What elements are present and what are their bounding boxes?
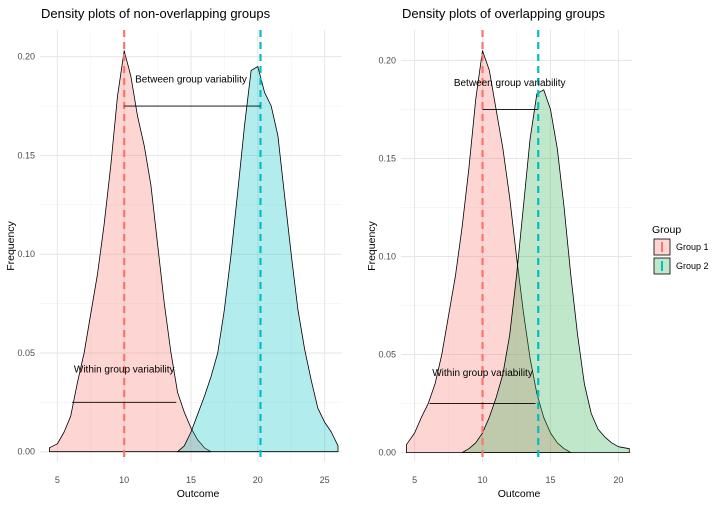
panel-non-overlapping: Density plots of non-overlapping groups … [5, 6, 342, 500]
y-tick-label: 0.20 [17, 52, 35, 62]
y-tick-label: 0.05 [17, 348, 35, 358]
y-axis-label: Frequency [5, 220, 17, 270]
density-area [177, 66, 339, 453]
x-tick-label: 25 [320, 475, 330, 485]
x-axis-label: Outcome [177, 488, 220, 500]
x-tick-label: 15 [545, 475, 555, 485]
y-tick-label: 0.20 [378, 55, 396, 65]
y-tick-label: 0.10 [378, 251, 396, 261]
x-tick-label: 5 [55, 475, 60, 485]
legend-item: Group 2 [653, 257, 709, 275]
annotation: Between group variability [454, 78, 566, 89]
y-tick-label: 0.15 [378, 153, 396, 163]
legend-item: Group 1 [653, 238, 709, 256]
x-tick-label: 20 [253, 475, 263, 485]
legend-label: Group 1 [676, 242, 709, 252]
plot-area: 5 10 15 20 0.00 0.05 0.10 0.15 0.20 Between group… [378, 30, 632, 485]
legend-items: Group 1 Group 2 [653, 238, 709, 275]
density-area [461, 89, 630, 453]
y-tick-label: 0.05 [378, 350, 396, 360]
annotation: Between group variability [135, 74, 247, 85]
x-tick-label: 15 [186, 475, 196, 485]
x-tick-label: 5 [412, 475, 417, 485]
legend-title: Group [652, 224, 681, 236]
legend: Group Group 1 Group 2 [652, 224, 709, 275]
chart-title: Density plots of non-overlapping groups [41, 6, 271, 21]
x-tick-label: 10 [478, 475, 488, 485]
panel-overlapping: Density plots of overlapping groups Outc… [366, 6, 632, 500]
y-tick-label: 0.00 [17, 447, 35, 457]
y-tick-label: 0.15 [17, 150, 35, 160]
x-tick-label: 20 [613, 475, 623, 485]
density-area [406, 50, 572, 453]
y-tick-label: 0.00 [378, 448, 396, 458]
x-axis-label: Outcome [498, 488, 541, 500]
y-axis-label: Frequency [366, 220, 378, 270]
plot-area: 5 10 15 20 25 0.00 0.05 0.10 0.15 0.20 Between gro… [17, 30, 342, 485]
density-area [49, 50, 212, 453]
chart-title: Density plots of overlapping groups [402, 6, 606, 21]
annotation: Within group variability [432, 368, 533, 379]
legend-label: Group 2 [676, 261, 709, 271]
y-tick-label: 0.10 [17, 249, 35, 259]
annotation: Within group variability [74, 365, 175, 376]
x-tick-label: 10 [119, 475, 129, 485]
